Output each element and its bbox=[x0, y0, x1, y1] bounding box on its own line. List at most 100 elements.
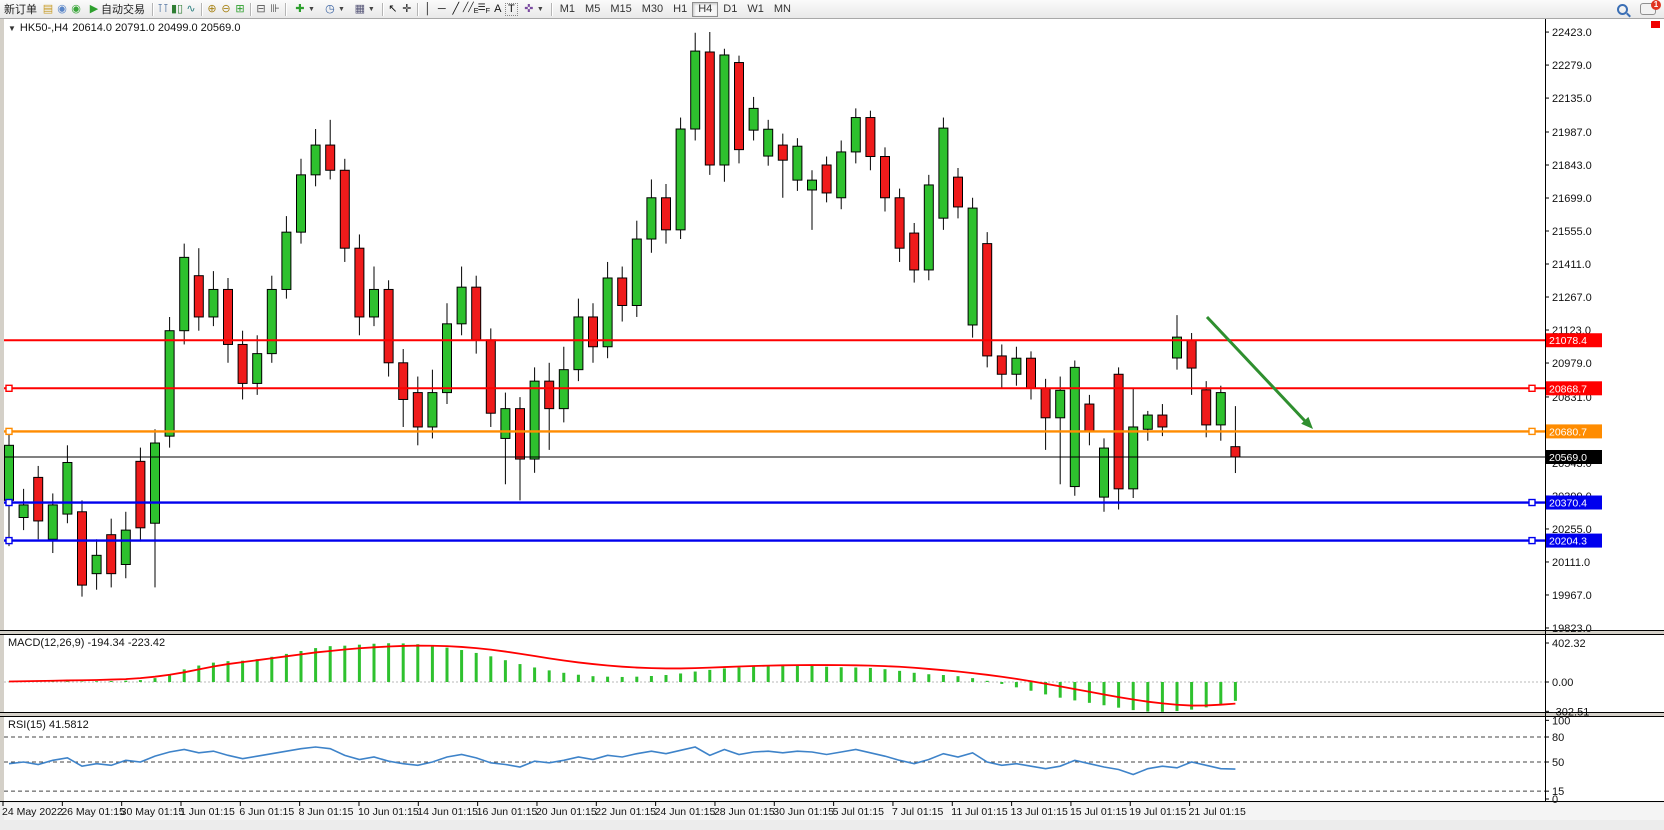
text-icon[interactable]: A bbox=[494, 3, 502, 15]
ohlc-values: 20614.0 20791.0 20499.0 20569.0 bbox=[72, 22, 241, 34]
periods-button[interactable]: ◷ ▼ bbox=[325, 3, 345, 15]
bull-candle bbox=[807, 179, 817, 191]
bull-candle bbox=[18, 504, 29, 519]
support-line-20204-handle[interactable] bbox=[1528, 536, 1536, 545]
bear-candle bbox=[1026, 357, 1036, 389]
candlestick-icon[interactable]: ▮▯ bbox=[170, 3, 184, 15]
zoom-in-icon[interactable]: ⊕ bbox=[207, 3, 217, 15]
date-label: 6 Jun 01:15 bbox=[239, 806, 294, 818]
bull-candle bbox=[690, 50, 701, 130]
bull-candle bbox=[763, 128, 774, 157]
support-line-20204-price-badge bbox=[1546, 533, 1602, 548]
pivot-line-20680-price-badge-label: 20680.7 bbox=[1549, 426, 1587, 438]
bull-candle bbox=[369, 288, 379, 318]
resistance-line-20868-handle[interactable] bbox=[1528, 384, 1536, 393]
rsi-panel[interactable] bbox=[4, 716, 1545, 802]
trend-arrow-head[interactable] bbox=[1301, 416, 1313, 429]
arrange-cascade-icon[interactable]: ⊟ bbox=[256, 3, 266, 15]
rsi-name: RSI(15) bbox=[8, 719, 46, 731]
macd-tick-label: -302.51 bbox=[1552, 706, 1589, 718]
zoom-out-icon[interactable]: ⊖ bbox=[221, 3, 231, 15]
pivot-line-20680-handle[interactable] bbox=[1528, 427, 1536, 436]
timeframe-button-M1[interactable]: M1 bbox=[559, 2, 576, 15]
bull-candle bbox=[1128, 426, 1139, 490]
tile-windows-icon[interactable]: ⊞ bbox=[235, 3, 245, 15]
bear-candle bbox=[704, 51, 715, 166]
bear-candle bbox=[777, 144, 788, 161]
timeframe-button-H1[interactable]: H1 bbox=[673, 2, 688, 15]
vertical-line-icon[interactable]: │ bbox=[424, 3, 432, 15]
chat-icon[interactable]: 1 bbox=[1640, 0, 1661, 15]
auto-trading-label: 自动交易 bbox=[101, 4, 145, 16]
date-label: 15 Jul 01:15 bbox=[1070, 806, 1127, 818]
bull-candle bbox=[296, 174, 306, 233]
line-chart-icon[interactable]: ∿ bbox=[186, 3, 196, 15]
horizontal-line-icon[interactable]: ─ bbox=[437, 3, 446, 15]
bull-candle bbox=[266, 288, 277, 355]
macd-tick-label: 0.00 bbox=[1552, 677, 1573, 689]
bull-candle bbox=[923, 184, 934, 271]
toolbar-right-group: 1 bbox=[1617, 0, 1664, 15]
arrange-vertical-icon[interactable]: ⊪ bbox=[270, 3, 280, 15]
symbol-period-label: HK50-,H4 bbox=[19, 22, 69, 34]
bear-candle bbox=[996, 355, 1007, 375]
bear-candle bbox=[106, 534, 117, 575]
panel-divider-band[interactable] bbox=[0, 713, 1664, 716]
templates-button[interactable]: ▦ ▼ bbox=[354, 3, 375, 15]
channel-icon[interactable]: ╱╱E bbox=[462, 2, 479, 15]
fibonacci-icon[interactable]: ☰F bbox=[477, 2, 491, 15]
bull-candle bbox=[208, 288, 219, 318]
main-chart-panel[interactable] bbox=[4, 19, 1545, 630]
arrows-icon[interactable]: ✜ ▼ bbox=[524, 3, 544, 15]
bull-candle bbox=[427, 392, 438, 428]
timeframe-button-W1[interactable]: W1 bbox=[747, 2, 764, 15]
support-line-20370-handle[interactable] bbox=[5, 498, 13, 507]
timeframe-button-MN[interactable]: MN bbox=[773, 2, 791, 15]
trendline-icon[interactable]: ╱ bbox=[452, 3, 460, 15]
chart-alert-marker bbox=[1651, 21, 1660, 28]
bear-candle bbox=[1084, 403, 1095, 433]
support-line-20204-handle[interactable] bbox=[5, 536, 13, 545]
main-toolbar: 新订单 ▤ ◉ ◉ ▶ 自动交易 ⊺⊺ ▮▯ ∿ ⊕ ⊖ ⊞ ⊟ ⊪ ✚ ▼ ◷ ▼… bbox=[0, 0, 1664, 19]
timeframe-button-H4[interactable]: H4 bbox=[692, 1, 719, 17]
label-icon[interactable]: T bbox=[504, 2, 518, 16]
trend-arrow[interactable] bbox=[1205, 315, 1307, 423]
support-line-20370-price-badge-label: 20370.4 bbox=[1549, 498, 1587, 510]
macd-panel[interactable] bbox=[4, 634, 1545, 713]
bar-chart-icon[interactable]: ⊺⊺ bbox=[157, 3, 169, 15]
bull-candle bbox=[281, 231, 292, 290]
history-icon[interactable]: ▤ bbox=[42, 3, 54, 15]
collapse-ohlc-icon[interactable]: ▼ bbox=[8, 23, 16, 33]
pivot-line-20680-handle[interactable] bbox=[5, 427, 13, 436]
toolbar-separator bbox=[250, 2, 251, 16]
auto-trading-button[interactable]: ▶ 自动交易 bbox=[83, 1, 149, 17]
signal-icon[interactable]: ◉ bbox=[71, 3, 81, 15]
crosshair-icon[interactable]: ✛ bbox=[402, 3, 412, 15]
cursor-icon[interactable]: ↖ bbox=[388, 3, 398, 15]
timeframe-button-M30[interactable]: M30 bbox=[641, 2, 664, 15]
date-label: 1 Jun 01:15 bbox=[180, 806, 235, 818]
bull-candle bbox=[4, 444, 14, 501]
current-price-line-price-badge bbox=[1546, 449, 1602, 464]
date-label: 22 Jun 01:15 bbox=[595, 806, 656, 818]
indicators-button[interactable]: ✚ ▼ bbox=[295, 3, 315, 15]
new-order-button[interactable]: 新订单 bbox=[0, 1, 41, 17]
timeframe-button-M5[interactable]: M5 bbox=[585, 2, 601, 15]
bear-candle bbox=[734, 62, 744, 151]
bear-candle bbox=[617, 277, 628, 306]
resistance-line-20868-handle[interactable] bbox=[5, 384, 13, 393]
bull-candle bbox=[62, 461, 73, 515]
left-window-edge bbox=[0, 19, 4, 802]
panel-divider-band[interactable] bbox=[0, 631, 1664, 634]
support-line-20370-handle[interactable] bbox=[1528, 498, 1536, 507]
bear-candle bbox=[1186, 339, 1197, 369]
chart-title-row: ▼ HK50-,H4 20614.0 20791.0 20499.0 20569… bbox=[8, 22, 240, 34]
profile-icon[interactable]: ◉ bbox=[57, 3, 67, 15]
timeframe-button-D1[interactable]: D1 bbox=[723, 2, 738, 15]
timeframe-button-M15[interactable]: M15 bbox=[610, 2, 632, 15]
bull-candle bbox=[120, 529, 131, 565]
search-icon[interactable] bbox=[1617, 3, 1628, 15]
date-label: 30 May 01:15 bbox=[121, 806, 185, 818]
bear-candle bbox=[412, 392, 423, 428]
